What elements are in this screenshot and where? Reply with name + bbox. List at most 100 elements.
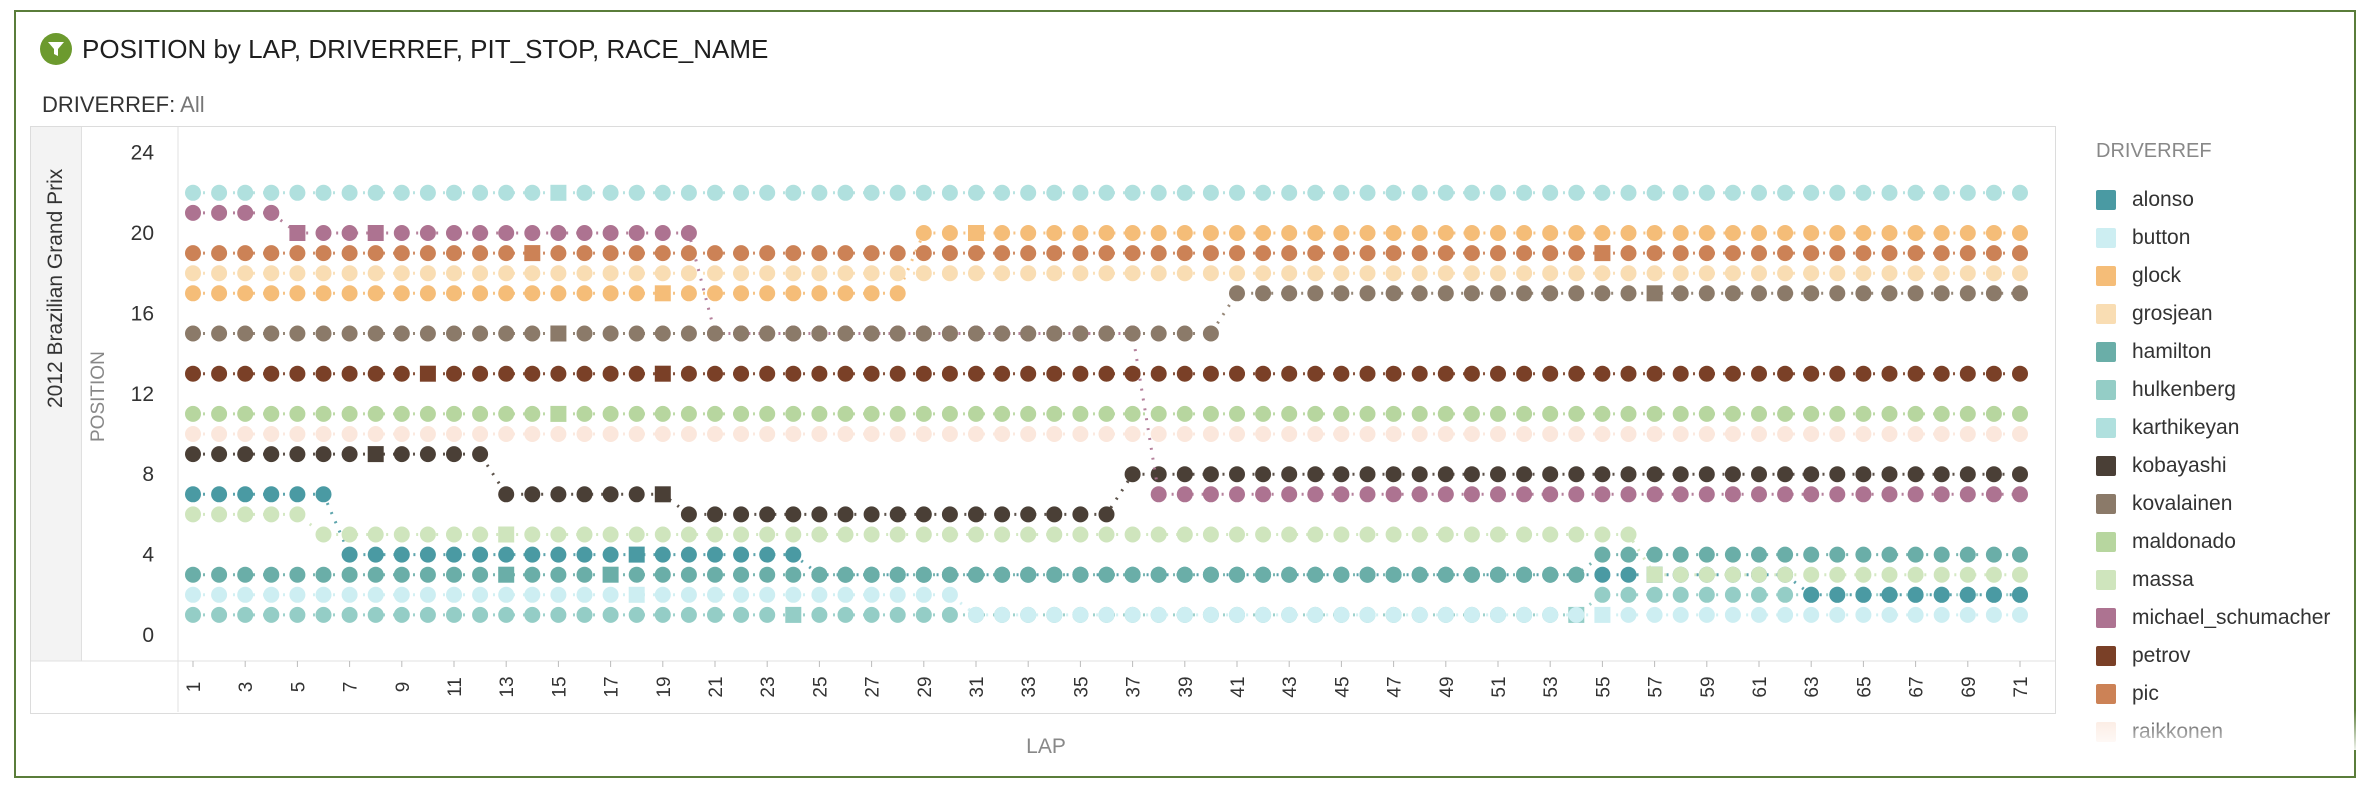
lap-marker-kovalainen[interactable] [472, 325, 489, 342]
lap-marker-massa[interactable] [393, 526, 410, 543]
lap-marker-kovalainen[interactable] [237, 325, 254, 342]
lap-marker-kobayashi[interactable] [1490, 466, 1506, 483]
lap-marker-glock[interactable] [1568, 225, 1585, 241]
lap-marker-grosjean[interactable] [1463, 265, 1480, 282]
lap-marker-massa[interactable] [1803, 566, 1820, 583]
lap-marker-raikkonen[interactable] [1176, 426, 1193, 442]
lap-marker-pic[interactable] [1803, 245, 1820, 262]
lap-marker-raikkonen[interactable] [524, 426, 541, 442]
lap-marker-button[interactable] [2012, 606, 2028, 623]
lap-marker-massa[interactable] [550, 526, 567, 543]
lap-marker-hulkenberg[interactable] [1646, 586, 1663, 603]
lap-marker-massa[interactable] [1620, 526, 1637, 543]
lap-marker-hamilton[interactable] [1907, 546, 1924, 563]
lap-marker-maldonado[interactable] [707, 405, 723, 422]
lap-marker-kovalainen[interactable] [811, 325, 828, 342]
lap-marker-button[interactable] [759, 586, 776, 603]
lap-marker-massa[interactable] [1672, 566, 1689, 583]
lap-marker-kobayashi[interactable] [393, 446, 410, 463]
lap-marker-button[interactable] [1098, 606, 1115, 623]
lap-marker-michael_schumacher[interactable] [1855, 486, 1872, 503]
lap-marker-glock[interactable] [1150, 225, 1167, 241]
lap-marker-raikkonen[interactable] [1385, 426, 1402, 442]
lap-marker-michael_schumacher[interactable] [315, 225, 332, 241]
lap-marker-alonso[interactable] [185, 486, 201, 503]
lap-marker-petrov[interactable] [1046, 365, 1063, 382]
pit-stop-marker-kovalainen[interactable] [550, 325, 567, 342]
lap-marker-raikkonen[interactable] [1803, 426, 1820, 442]
lap-marker-karthikeyan[interactable] [1333, 184, 1350, 201]
lap-marker-pic[interactable] [1202, 245, 1219, 262]
lap-marker-kobayashi[interactable] [837, 506, 854, 523]
lap-marker-raikkonen[interactable] [1437, 426, 1454, 442]
lap-marker-karthikeyan[interactable] [1411, 184, 1428, 201]
lap-marker-karthikeyan[interactable] [680, 184, 697, 201]
lap-marker-button[interactable] [1672, 606, 1689, 623]
lap-marker-michael_schumacher[interactable] [2012, 486, 2028, 503]
lap-marker-massa[interactable] [341, 526, 358, 543]
lap-marker-kovalainen[interactable] [1411, 285, 1428, 302]
lap-marker-hulkenberg[interactable] [1698, 586, 1715, 603]
lap-marker-karthikeyan[interactable] [1803, 184, 1820, 201]
lap-marker-maldonado[interactable] [1568, 405, 1585, 422]
lap-marker-grosjean[interactable] [550, 265, 567, 282]
lap-marker-maldonado[interactable] [211, 405, 228, 422]
lap-marker-hamilton[interactable] [1385, 566, 1402, 583]
lap-marker-karthikeyan[interactable] [1933, 184, 1950, 201]
lap-marker-michael_schumacher[interactable] [1437, 486, 1454, 503]
lap-marker-alonso[interactable] [654, 546, 671, 563]
pit-stop-marker-massa[interactable] [498, 526, 515, 543]
lap-marker-karthikeyan[interactable] [1542, 184, 1559, 201]
lap-marker-hamilton[interactable] [915, 566, 932, 583]
lap-marker-hulkenberg[interactable] [211, 606, 228, 623]
lap-marker-raikkonen[interactable] [1751, 426, 1767, 442]
lap-marker-glock[interactable] [1124, 225, 1141, 241]
lap-marker-pic[interactable] [1411, 245, 1428, 262]
lap-marker-pic[interactable] [1333, 245, 1350, 262]
lap-marker-raikkonen[interactable] [1985, 426, 2002, 442]
lap-marker-kobayashi[interactable] [550, 486, 567, 503]
lap-marker-grosjean[interactable] [1542, 265, 1559, 282]
lap-marker-grosjean[interactable] [1751, 265, 1767, 282]
lap-marker-button[interactable] [1542, 606, 1559, 623]
lap-marker-kovalainen[interactable] [367, 325, 384, 342]
lap-marker-petrov[interactable] [2012, 365, 2028, 382]
lap-marker-michael_schumacher[interactable] [654, 225, 671, 241]
lap-marker-pic[interactable] [733, 245, 750, 262]
lap-marker-grosjean[interactable] [1333, 265, 1350, 282]
lap-marker-michael_schumacher[interactable] [628, 225, 645, 241]
lap-marker-massa[interactable] [1777, 566, 1794, 583]
lap-marker-raikkonen[interactable] [733, 426, 750, 442]
lap-marker-maldonado[interactable] [472, 405, 489, 422]
lap-marker-hamilton[interactable] [1229, 566, 1245, 583]
lap-marker-glock[interactable] [2012, 225, 2028, 241]
lap-marker-grosjean[interactable] [1855, 265, 1872, 282]
lap-marker-glock[interactable] [811, 285, 828, 302]
lap-marker-maldonado[interactable] [889, 405, 906, 422]
lap-marker-petrov[interactable] [1150, 365, 1167, 382]
lap-marker-massa[interactable] [1829, 566, 1846, 583]
lap-marker-kobayashi[interactable] [1594, 466, 1611, 483]
lap-marker-alonso[interactable] [1959, 586, 1976, 603]
lap-marker-button[interactable] [1751, 606, 1767, 623]
lap-marker-pic[interactable] [2012, 245, 2028, 262]
lap-marker-kovalainen[interactable] [602, 325, 619, 342]
lap-marker-grosjean[interactable] [1229, 265, 1245, 282]
lap-marker-michael_schumacher[interactable] [1281, 486, 1298, 503]
lap-marker-hamilton[interactable] [889, 566, 906, 583]
lap-marker-petrov[interactable] [1620, 365, 1637, 382]
lap-marker-hamilton[interactable] [707, 566, 723, 583]
lap-marker-pic[interactable] [1307, 245, 1324, 262]
lap-marker-massa[interactable] [1307, 526, 1324, 543]
lap-marker-maldonado[interactable] [1672, 405, 1689, 422]
lap-marker-hulkenberg[interactable] [446, 606, 462, 623]
lap-marker-button[interactable] [707, 586, 723, 603]
lap-marker-grosjean[interactable] [1202, 265, 1219, 282]
lap-marker-michael_schumacher[interactable] [341, 225, 358, 241]
lap-marker-kobayashi[interactable] [446, 446, 462, 463]
lap-marker-pic[interactable] [994, 245, 1011, 262]
lap-marker-button[interactable] [733, 586, 750, 603]
lap-marker-raikkonen[interactable] [707, 426, 723, 442]
lap-marker-raikkonen[interactable] [1542, 426, 1559, 442]
lap-marker-petrov[interactable] [185, 365, 201, 382]
